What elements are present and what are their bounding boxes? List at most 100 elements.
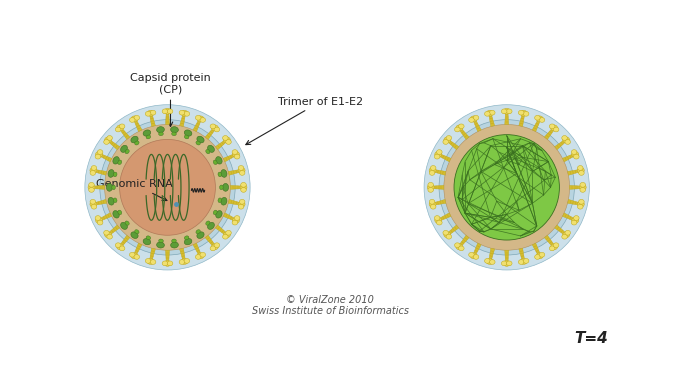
Text: © ViralZone 2010
Swiss Institute of Bioinformatics: © ViralZone 2010 Swiss Institute of Bioi…	[252, 295, 409, 316]
Polygon shape	[165, 250, 170, 260]
Ellipse shape	[572, 217, 579, 223]
Ellipse shape	[129, 252, 135, 257]
Polygon shape	[519, 248, 524, 259]
Ellipse shape	[121, 145, 127, 152]
Ellipse shape	[118, 210, 122, 214]
Polygon shape	[150, 248, 155, 259]
Ellipse shape	[113, 211, 119, 218]
Ellipse shape	[168, 261, 173, 266]
Ellipse shape	[563, 137, 569, 143]
Ellipse shape	[456, 125, 463, 131]
Ellipse shape	[571, 220, 577, 225]
Ellipse shape	[181, 110, 188, 116]
Ellipse shape	[197, 253, 204, 259]
Ellipse shape	[429, 199, 435, 204]
Polygon shape	[96, 170, 107, 175]
Ellipse shape	[213, 160, 217, 164]
Ellipse shape	[134, 255, 140, 259]
Polygon shape	[101, 154, 112, 162]
Ellipse shape	[580, 187, 586, 192]
Ellipse shape	[210, 124, 216, 129]
Ellipse shape	[90, 201, 97, 207]
Ellipse shape	[208, 222, 215, 229]
Ellipse shape	[90, 167, 97, 173]
Ellipse shape	[185, 130, 192, 136]
Ellipse shape	[131, 232, 138, 239]
Ellipse shape	[147, 110, 154, 116]
Ellipse shape	[106, 183, 112, 191]
Ellipse shape	[507, 261, 512, 266]
Polygon shape	[519, 116, 524, 127]
Ellipse shape	[218, 172, 221, 177]
Ellipse shape	[221, 197, 227, 205]
Ellipse shape	[147, 259, 154, 265]
Ellipse shape	[429, 167, 436, 173]
Ellipse shape	[91, 165, 97, 170]
Ellipse shape	[107, 234, 112, 239]
Ellipse shape	[444, 232, 451, 238]
Ellipse shape	[430, 204, 436, 209]
Ellipse shape	[503, 108, 510, 114]
Ellipse shape	[486, 110, 493, 116]
Ellipse shape	[553, 243, 559, 247]
Polygon shape	[150, 116, 155, 127]
Ellipse shape	[221, 170, 227, 177]
Ellipse shape	[434, 151, 442, 157]
Ellipse shape	[104, 230, 109, 235]
Ellipse shape	[446, 234, 452, 239]
Ellipse shape	[104, 139, 109, 144]
Polygon shape	[554, 225, 565, 234]
Ellipse shape	[95, 151, 102, 157]
Ellipse shape	[434, 217, 442, 223]
Polygon shape	[223, 154, 234, 162]
Ellipse shape	[159, 239, 163, 243]
Ellipse shape	[119, 124, 125, 129]
Ellipse shape	[490, 110, 495, 115]
Polygon shape	[180, 248, 185, 259]
Ellipse shape	[91, 204, 97, 209]
Ellipse shape	[535, 255, 540, 259]
Ellipse shape	[232, 220, 238, 225]
Ellipse shape	[196, 141, 200, 145]
Polygon shape	[230, 186, 240, 189]
Ellipse shape	[565, 139, 571, 144]
Text: Trimer of E1-E2: Trimer of E1-E2	[246, 96, 364, 145]
Ellipse shape	[501, 109, 507, 114]
Polygon shape	[228, 200, 239, 205]
Ellipse shape	[216, 211, 222, 218]
Ellipse shape	[125, 150, 129, 154]
Ellipse shape	[195, 115, 201, 120]
Ellipse shape	[501, 261, 507, 266]
Polygon shape	[563, 213, 573, 220]
Ellipse shape	[113, 157, 119, 164]
Ellipse shape	[171, 127, 178, 133]
Ellipse shape	[503, 260, 510, 266]
Polygon shape	[96, 200, 107, 205]
Ellipse shape	[206, 150, 210, 154]
Ellipse shape	[179, 110, 185, 115]
Ellipse shape	[211, 244, 219, 250]
Polygon shape	[135, 121, 142, 132]
Ellipse shape	[469, 252, 474, 257]
Polygon shape	[449, 141, 459, 150]
Ellipse shape	[536, 253, 543, 259]
Ellipse shape	[108, 197, 114, 205]
Polygon shape	[554, 141, 565, 150]
Ellipse shape	[151, 260, 156, 265]
Ellipse shape	[145, 111, 151, 116]
Ellipse shape	[164, 108, 171, 114]
Circle shape	[424, 105, 589, 270]
Ellipse shape	[146, 135, 151, 139]
Ellipse shape	[129, 118, 135, 122]
Polygon shape	[435, 200, 446, 205]
Ellipse shape	[90, 199, 95, 204]
Polygon shape	[563, 154, 573, 162]
Ellipse shape	[214, 127, 220, 132]
Circle shape	[120, 139, 215, 235]
Polygon shape	[435, 170, 446, 175]
Ellipse shape	[107, 135, 112, 140]
Ellipse shape	[571, 150, 577, 154]
Ellipse shape	[162, 109, 168, 114]
Ellipse shape	[223, 234, 228, 239]
Ellipse shape	[143, 239, 151, 245]
